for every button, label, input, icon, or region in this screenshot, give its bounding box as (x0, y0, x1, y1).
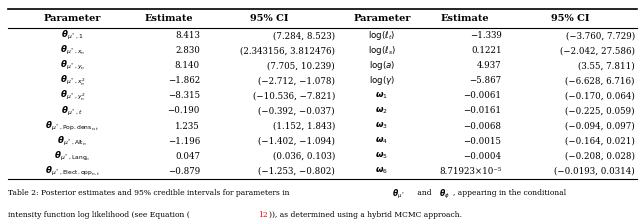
Text: and: and (415, 189, 434, 197)
Text: $\boldsymbol{\theta}_{\phi}$: $\boldsymbol{\theta}_{\phi}$ (439, 188, 450, 201)
Text: (−10.536, −7.821): (−10.536, −7.821) (253, 91, 335, 100)
Text: (−0.225, 0.059): (−0.225, 0.059) (565, 107, 635, 115)
Text: (−1.402, −1.094): (−1.402, −1.094) (258, 137, 335, 146)
Text: $\boldsymbol{\theta}_{\mu^*}$: $\boldsymbol{\theta}_{\mu^*}$ (392, 188, 406, 201)
Text: intensity function log likelihood (see Equation (: intensity function log likelihood (see E… (8, 211, 189, 219)
Text: (1.152, 1.843): (1.152, 1.843) (273, 121, 335, 131)
Text: (2.343156, 3.812476): (2.343156, 3.812476) (240, 46, 335, 55)
Text: $\boldsymbol{\theta}_{\mu^*,1}$: $\boldsymbol{\theta}_{\mu^*,1}$ (61, 29, 83, 42)
Text: 95% CI: 95% CI (551, 14, 589, 23)
Text: −5.867: −5.867 (469, 76, 502, 85)
Text: (7.705, 10.239): (7.705, 10.239) (267, 61, 335, 70)
Text: $\boldsymbol{\omega}_1$: $\boldsymbol{\omega}_1$ (376, 91, 388, 101)
Text: (−2.042, 27.586): (−2.042, 27.586) (560, 46, 635, 55)
Text: $\boldsymbol{\theta}_{\mu^*,x_n^2}$: $\boldsymbol{\theta}_{\mu^*,x_n^2}$ (60, 74, 85, 88)
Text: $\boldsymbol{\omega}_3$: $\boldsymbol{\omega}_3$ (376, 121, 388, 131)
Text: −1.196: −1.196 (168, 137, 200, 146)
Text: $\log(a)$: $\log(a)$ (369, 59, 395, 72)
Text: $\boldsymbol{\theta}_{\mu^*,\mathrm{Elect.opp}_{n,t}}$: $\boldsymbol{\theta}_{\mu^*,\mathrm{Elec… (45, 165, 100, 178)
Text: −0.0015: −0.0015 (463, 137, 502, 146)
Text: $\log(\ell_t)$: $\log(\ell_t)$ (368, 29, 396, 42)
Text: Estimate: Estimate (441, 14, 490, 23)
Text: $\boldsymbol{\theta}_{\mu^*,\mathrm{Alt}_n}$: $\boldsymbol{\theta}_{\mu^*,\mathrm{Alt}… (58, 135, 87, 148)
Text: 2.830: 2.830 (175, 46, 200, 55)
Text: (−1.253, −0.802): (−1.253, −0.802) (258, 167, 335, 176)
Text: $\boldsymbol{\omega}_6$: $\boldsymbol{\omega}_6$ (375, 166, 388, 176)
Text: (−2.712, −1.078): (−2.712, −1.078) (258, 76, 335, 85)
Text: 1.235: 1.235 (175, 121, 200, 131)
Text: −8.315: −8.315 (168, 91, 200, 100)
Text: $\log(\gamma)$: $\log(\gamma)$ (369, 74, 395, 87)
Text: (−0.392, −0.037): (−0.392, −0.037) (259, 107, 335, 115)
Text: (−0.208, 0.028): (−0.208, 0.028) (565, 152, 635, 161)
Text: 0.1221: 0.1221 (471, 46, 502, 55)
Text: (−6.628, 6.716): (−6.628, 6.716) (565, 76, 635, 85)
Text: $\boldsymbol{\theta}_{\mu^*,y_n}$: $\boldsymbol{\theta}_{\mu^*,y_n}$ (60, 59, 85, 72)
Text: )), as determined using a hybrid MCMC approach.: )), as determined using a hybrid MCMC ap… (269, 211, 463, 219)
Text: Table 2: Posterior estimates and 95% credible intervals for parameters in: Table 2: Posterior estimates and 95% cre… (8, 189, 292, 197)
Text: −0.879: −0.879 (168, 167, 200, 176)
Text: −0.0061: −0.0061 (463, 91, 502, 100)
Text: (−0.094, 0.097): (−0.094, 0.097) (565, 121, 635, 131)
Text: , appearing in the conditional: , appearing in the conditional (453, 189, 566, 197)
Text: $\boldsymbol{\theta}_{\mu^*,\mathrm{Lang}_n}$: $\boldsymbol{\theta}_{\mu^*,\mathrm{Lang… (54, 150, 90, 163)
Text: $\boldsymbol{\omega}_5$: $\boldsymbol{\omega}_5$ (376, 151, 388, 161)
Text: $\log(\ell_s)$: $\log(\ell_s)$ (368, 44, 396, 57)
Text: $\boldsymbol{\theta}_{\mu^*,\mathrm{Pop.dens}_{n,t}}$: $\boldsymbol{\theta}_{\mu^*,\mathrm{Pop.… (45, 119, 100, 133)
Text: $\boldsymbol{\theta}_{\mu^*,y_n^2}$: $\boldsymbol{\theta}_{\mu^*,y_n^2}$ (60, 89, 85, 103)
Text: Parameter: Parameter (353, 14, 411, 23)
Text: $\boldsymbol{\omega}_2$: $\boldsymbol{\omega}_2$ (376, 106, 388, 116)
Text: $\boldsymbol{\theta}_{\mu^*,x_n}$: $\boldsymbol{\theta}_{\mu^*,x_n}$ (60, 44, 85, 57)
Text: (7.284, 8.523): (7.284, 8.523) (273, 31, 335, 40)
Text: 12: 12 (258, 211, 268, 219)
Text: (−0.0193, 0.0314): (−0.0193, 0.0314) (554, 167, 635, 176)
Text: Estimate: Estimate (145, 14, 194, 23)
Text: 8.71923×10⁻⁵: 8.71923×10⁻⁵ (439, 167, 502, 176)
Text: $\boldsymbol{\theta}_{\mu^*,t}$: $\boldsymbol{\theta}_{\mu^*,t}$ (61, 104, 83, 117)
Text: (0.036, 0.103): (0.036, 0.103) (273, 152, 335, 161)
Text: −0.0004: −0.0004 (463, 152, 502, 161)
Text: −1.339: −1.339 (470, 31, 502, 40)
Text: −0.190: −0.190 (168, 107, 200, 115)
Text: −0.0161: −0.0161 (463, 107, 502, 115)
Text: (−0.164, 0.021): (−0.164, 0.021) (565, 137, 635, 146)
Text: Parameter: Parameter (44, 14, 101, 23)
Text: 8.413: 8.413 (175, 31, 200, 40)
Text: 8.140: 8.140 (175, 61, 200, 70)
Text: −0.0068: −0.0068 (463, 121, 502, 131)
Text: 4.937: 4.937 (477, 61, 502, 70)
Text: (−0.170, 0.064): (−0.170, 0.064) (565, 91, 635, 100)
Text: (3.55, 7.811): (3.55, 7.811) (578, 61, 635, 70)
Text: $\boldsymbol{\omega}_4$: $\boldsymbol{\omega}_4$ (375, 136, 388, 146)
Text: (−3.760, 7.729): (−3.760, 7.729) (566, 31, 635, 40)
Text: −1.862: −1.862 (168, 76, 200, 85)
Text: 95% CI: 95% CI (250, 14, 289, 23)
Text: 0.047: 0.047 (175, 152, 200, 161)
